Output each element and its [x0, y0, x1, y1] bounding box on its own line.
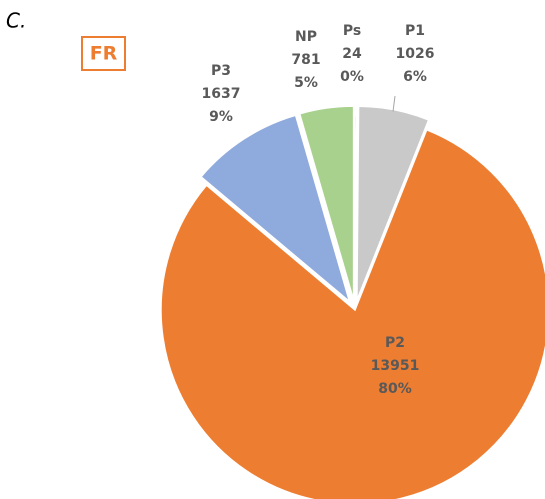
panel-label: C.	[6, 9, 26, 33]
pie-slice	[356, 105, 430, 301]
badge: FR	[90, 43, 118, 65]
slice-name: P3	[211, 63, 231, 79]
pie-slice	[298, 105, 355, 301]
slice-percent: 9%	[209, 109, 233, 125]
slice-value: 24	[342, 46, 362, 62]
leader-line	[392, 95, 396, 112]
pie-slice	[354, 115, 358, 311]
slice-percent: 6%	[403, 69, 427, 85]
pie-slice	[160, 128, 545, 499]
slice-value: 1026	[396, 46, 435, 62]
slice-percent: 0%	[340, 69, 364, 85]
slice-name: P2	[385, 335, 405, 351]
slice-name: Ps	[343, 23, 361, 39]
slice-percent: 80%	[378, 381, 412, 397]
slice-value: 781	[291, 52, 320, 68]
pie-slice	[199, 114, 351, 304]
badge-box	[81, 36, 126, 71]
slice-percent: 5%	[294, 75, 318, 91]
slice-value: 13951	[371, 358, 420, 374]
slice-name: NP	[295, 29, 317, 45]
slice-name: P1	[405, 23, 425, 39]
slice-value: 1637	[202, 86, 241, 102]
